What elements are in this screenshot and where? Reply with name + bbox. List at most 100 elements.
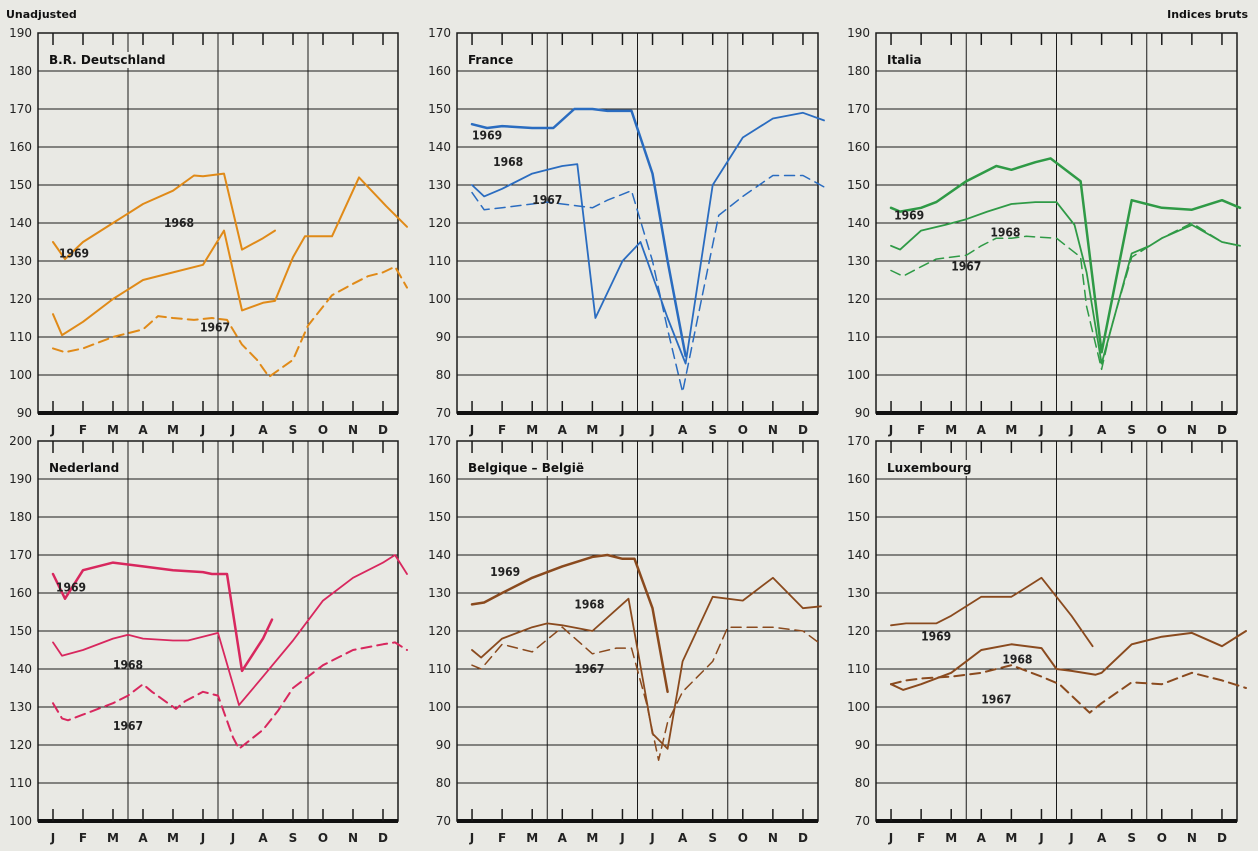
month-label: J [50,423,55,437]
y-tick-label: 130 [9,254,32,268]
month-label: A [558,423,568,437]
y-tick-label: 150 [428,102,451,116]
y-tick-label: 180 [9,64,32,78]
series-label-1967: 1967 [951,260,981,274]
month-label: J [888,423,893,437]
series-label-1968: 1968 [113,658,143,672]
y-tick-label: 160 [9,140,32,154]
series-label-1967: 1967 [532,193,562,207]
y-tick-label: 90 [855,406,870,420]
y-tick-label: 80 [436,776,451,790]
y-tick-label: 160 [9,586,32,600]
y-tick-label: 170 [428,434,451,448]
month-label: S [708,423,717,437]
series-line-1968 [52,554,408,706]
panel-title: Belgique – België [468,461,584,475]
month-label: F [498,831,506,845]
series-line-1967 [890,222,1241,371]
y-tick-label: 150 [9,624,32,638]
panel-title: Italia [887,53,922,67]
y-tick-label: 120 [847,624,870,638]
series-line-1968 [471,576,822,750]
y-tick-label: 80 [855,776,870,790]
y-tick-label: 110 [9,776,32,790]
y-tick-label: 90 [436,738,451,752]
month-label: J [888,831,893,845]
y-tick-label: 90 [855,738,870,752]
y-tick-label: 150 [847,178,870,192]
month-label: D [378,423,388,437]
series-label-1967: 1967 [981,692,1011,706]
y-tick-label: 110 [9,330,32,344]
month-label: A [678,831,688,845]
month-label: M [1005,831,1017,845]
series-line-1967 [471,174,825,393]
y-tick-label: 140 [9,216,32,230]
month-label: J [230,423,235,437]
series-label-1969: 1969 [59,246,89,260]
month-label: O [1157,831,1167,845]
series-label-1969: 1969 [490,565,520,579]
y-tick-label: 110 [428,662,451,676]
y-tick-label: 130 [847,586,870,600]
y-tick-label: 170 [428,26,451,40]
panel-title: France [468,53,513,67]
month-label: F [917,423,925,437]
y-tick-label: 140 [9,662,32,676]
month-label: J [200,831,205,845]
y-tick-label: 190 [9,472,32,486]
y-tick-label: 70 [436,406,451,420]
month-label: M [945,831,957,845]
month-label: S [289,831,298,845]
y-tick-label: 160 [428,64,451,78]
y-tick-label: 100 [9,368,32,382]
series-line-1968 [471,111,825,365]
y-tick-label: 160 [847,472,870,486]
series-line-1968 [890,630,1247,691]
month-label: S [1127,423,1136,437]
month-label: J [649,831,654,845]
month-label: S [289,423,298,437]
month-label: M [945,423,957,437]
month-label: D [798,423,808,437]
month-label: D [378,831,388,845]
panel-luxembourg: 70 80 90 100 110 120 130 140 150 160 170 J F M A M J J A S O… [847,434,1247,845]
panel-nederland: 100 110 120 130 140 150 160 170 180 190 200 J F M A M J J… [9,434,408,845]
y-tick-label: 70 [855,814,870,828]
month-label: J [1038,423,1043,437]
month-label: O [738,423,748,437]
panel-belgique-belgi: 70 80 90 100 110 120 130 140 150 160 170 J F M A M J J A S O… [428,434,822,845]
title-bg [46,52,169,68]
month-label: J [1068,423,1073,437]
y-tick-label: 160 [428,472,451,486]
series-line-1969 [52,172,276,261]
month-label: D [798,831,808,845]
y-tick-label: 120 [847,292,870,306]
month-label: O [318,423,328,437]
month-label: N [768,423,778,437]
month-label: S [1127,831,1136,845]
panel-title: B.R. Deutschland [49,53,165,67]
month-label: F [498,423,506,437]
y-tick-label: 100 [847,700,870,714]
month-label: M [167,831,179,845]
series-label-1969: 1969 [56,580,86,594]
month-label: J [230,831,235,845]
series-label-1968: 1968 [493,155,523,169]
month-label: N [768,831,778,845]
month-label: J [1068,831,1073,845]
month-label: N [348,831,358,845]
month-label: A [1097,831,1107,845]
month-label: F [79,831,87,845]
y-tick-label: 130 [847,254,870,268]
y-tick-label: 170 [847,102,870,116]
month-label: F [79,423,87,437]
month-label: O [318,831,328,845]
month-label: A [258,423,268,437]
y-tick-label: 180 [847,64,870,78]
y-tick-label: 180 [9,510,32,524]
series-line-1969 [470,553,669,694]
y-tick-label: 150 [847,510,870,524]
